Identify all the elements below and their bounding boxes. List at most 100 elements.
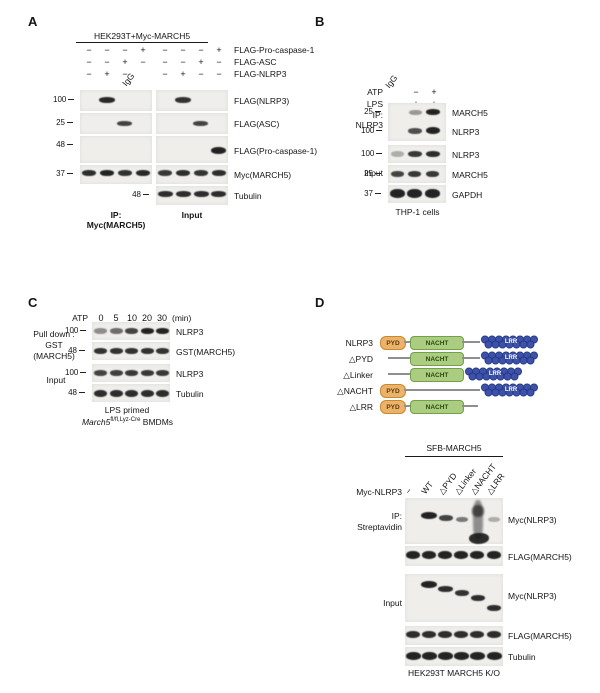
gel-blot (80, 165, 152, 184)
linker-connector (462, 357, 480, 359)
cond-symbol: + (104, 69, 110, 79)
band (194, 191, 209, 197)
lrr-domain-icon: LRR (480, 351, 542, 365)
band (390, 189, 405, 198)
cond-symbol: + (431, 87, 437, 97)
cond-symbol: − (180, 57, 186, 67)
pulldown-label: Pull down : (33, 329, 75, 339)
construct-label: NLRP3 (345, 338, 373, 348)
band (425, 189, 440, 198)
band (176, 191, 191, 197)
band (141, 390, 154, 397)
band (487, 652, 502, 660)
domain-connector (388, 357, 410, 359)
band (212, 170, 226, 176)
mw-marker: 25 (53, 118, 73, 127)
lrr-domain-label: LRR (488, 370, 502, 377)
band (454, 631, 468, 638)
cond-symbol: − (122, 45, 128, 55)
lrr-domain-label: LRR (504, 338, 518, 345)
band (408, 128, 422, 134)
cond-row-label: FLAG-ASC (234, 57, 277, 67)
mw-marker: 48 (65, 388, 85, 397)
band (193, 121, 208, 126)
band (438, 631, 452, 638)
lrr-domain-icon: LRR (480, 335, 542, 349)
mw-marker: 37 (361, 189, 381, 198)
band (422, 551, 436, 559)
blot-label: NLRP3 (452, 127, 480, 137)
gel-blot (156, 90, 228, 111)
band (422, 631, 436, 638)
blot-label: GST(MARCH5) (176, 347, 236, 357)
panel-a-title: HEK293T+Myc-MARCH5 (93, 31, 191, 41)
genotype-superscript: fl/fl,Lyz-Cre (110, 417, 141, 423)
cond-row-label: FLAG-NLRP3 (234, 69, 287, 79)
band (156, 328, 169, 334)
gel-blot (156, 113, 228, 134)
mw-marker: 48 (65, 346, 85, 355)
band (100, 170, 114, 176)
cond-symbol: − (162, 69, 168, 79)
blot-label: Myc(NLRP3) (508, 591, 557, 601)
cond-symbol: − (140, 57, 146, 67)
input-footer-label: Input (181, 210, 203, 220)
cell-line-footer: HEK293T MARCH5 K/O (408, 668, 500, 678)
blot-label: Myc(MARCH5) (234, 170, 292, 180)
domain-connector (388, 373, 410, 375)
band (454, 551, 468, 559)
band (470, 631, 484, 638)
band (110, 328, 123, 334)
band (391, 171, 404, 177)
ip-label: IP: (391, 511, 402, 521)
band (407, 189, 422, 198)
blot-label: Myc(NLRP3) (508, 515, 557, 525)
nacht-domain: NACHT (410, 368, 464, 382)
construct-label: △NACHT (337, 386, 373, 396)
band (470, 652, 485, 660)
input-label: Input (46, 375, 66, 385)
mw-marker: 48 (129, 190, 149, 199)
gel-blot (405, 574, 503, 622)
gel-blot (80, 113, 152, 134)
input-label: Input (383, 598, 402, 608)
band (158, 170, 172, 176)
blot-label: Tubulin (176, 389, 204, 399)
band (94, 328, 107, 334)
cond-symbol: − (162, 45, 168, 55)
ip-footer-label2: Myc(MARCH5) (86, 220, 146, 230)
min-unit-label: (min) (172, 313, 192, 323)
mw-marker: 25 (361, 169, 381, 178)
panel-b-letter: B (315, 14, 325, 29)
band (176, 170, 190, 176)
band (156, 390, 169, 397)
lps-primed-footer: LPS primed (104, 405, 150, 415)
band (82, 170, 96, 176)
band (175, 97, 191, 103)
band (487, 631, 501, 638)
band (391, 151, 404, 157)
cond-symbol: − (180, 45, 186, 55)
ip-target-label: NLRP3 (355, 120, 383, 130)
band (455, 590, 469, 596)
gel-blot (156, 165, 228, 184)
timepoint: 30 (156, 313, 167, 323)
cond-symbol: − (162, 57, 168, 67)
pyd-domain: PYD (380, 336, 406, 350)
band (110, 370, 123, 376)
panel-a-letter: A (28, 14, 38, 29)
band (454, 652, 469, 660)
band (211, 147, 226, 154)
band (487, 605, 501, 611)
pyd-domain: PYD (380, 400, 406, 414)
band (438, 551, 452, 559)
mw-marker: 25 (361, 107, 381, 116)
construct-label: △LRR (349, 402, 373, 412)
band (156, 370, 169, 376)
linker-connector (462, 341, 480, 343)
nacht-domain: NACHT (410, 352, 464, 366)
panel-c-letter: C (28, 295, 38, 310)
cell-line-footer: THP-1 cells (395, 207, 440, 217)
sfb-march5-header: SFB-MARCH5 (426, 443, 482, 453)
